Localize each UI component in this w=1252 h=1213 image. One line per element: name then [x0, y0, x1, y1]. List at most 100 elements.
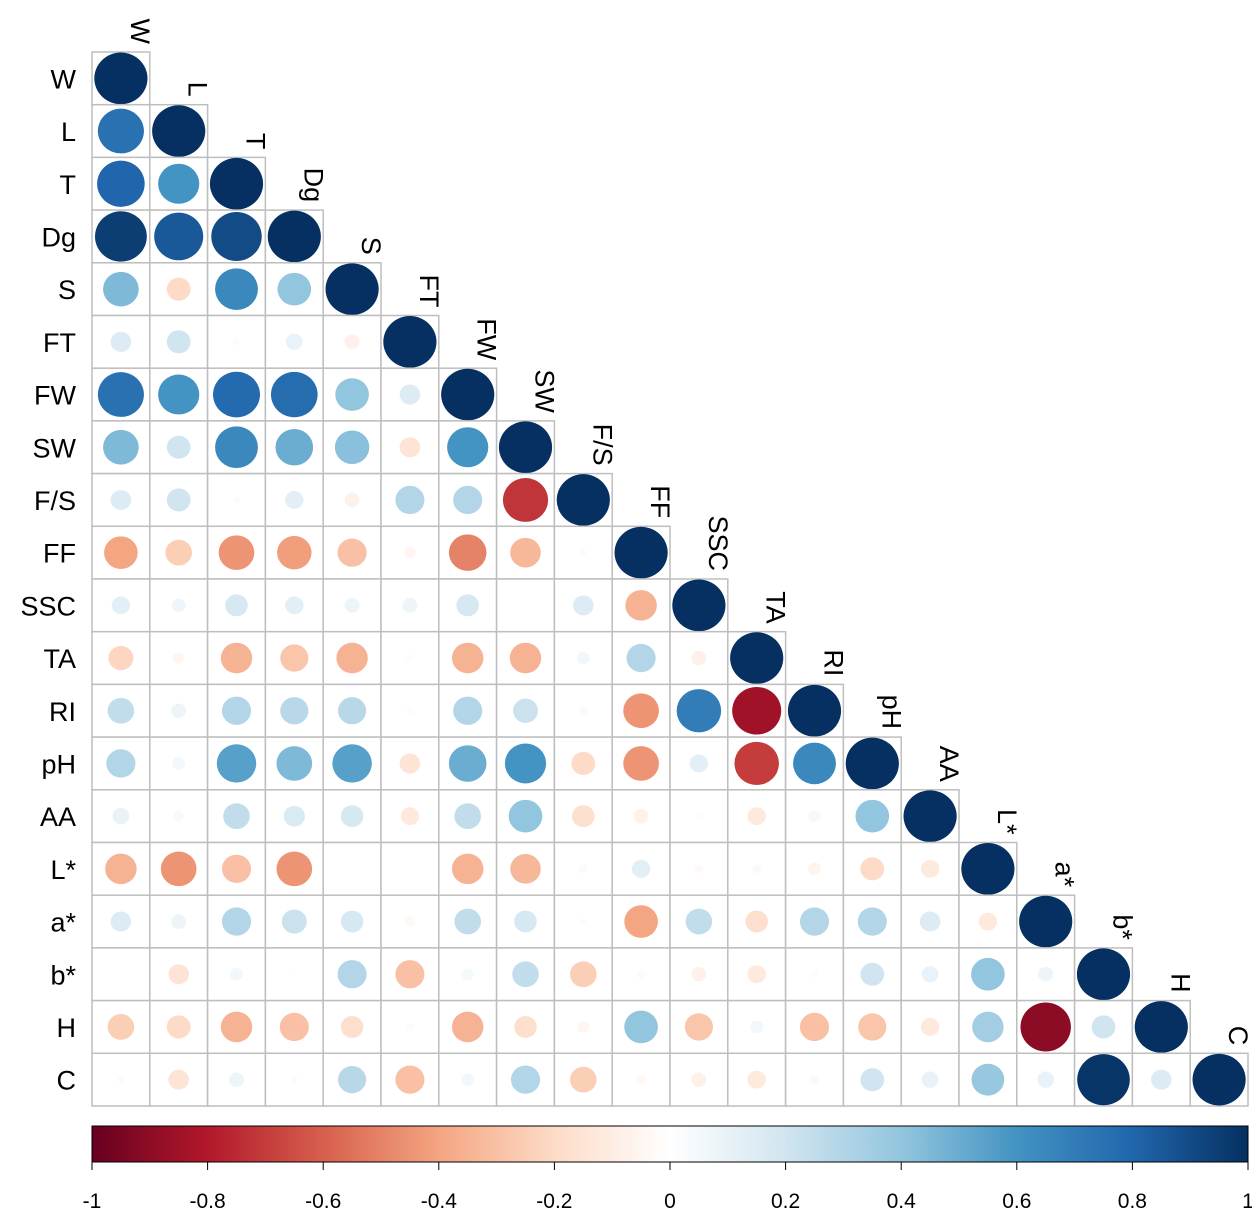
- correlation-circle: [168, 1069, 189, 1090]
- correlation-circle: [504, 743, 547, 784]
- correlation-circle: [94, 52, 148, 105]
- correlation-circle: [220, 1011, 253, 1043]
- correlation-circle: [808, 810, 821, 822]
- correlation-circle: [571, 751, 596, 775]
- correlation-circle: [171, 598, 186, 613]
- correlation-circle: [213, 371, 260, 418]
- correlation-circle: [961, 843, 1015, 895]
- correlation-circle: [750, 1020, 764, 1034]
- correlation-circle: [332, 744, 372, 783]
- correlation-circle: [614, 526, 668, 579]
- colorbar-tick-label: -0.8: [190, 1190, 226, 1213]
- row-label: C: [57, 1066, 77, 1096]
- correlation-circle: [338, 697, 367, 725]
- matrix-cell: [669, 999, 729, 1055]
- correlation-circle: [277, 272, 312, 306]
- correlation-circle: [110, 331, 132, 352]
- colorbar: [91, 1125, 1249, 1163]
- correlation-circle: [1134, 1001, 1188, 1053]
- correlation-circle: [920, 859, 940, 878]
- colorbar-tick-label: 0.6: [1002, 1190, 1031, 1213]
- column-label: SW: [530, 369, 560, 413]
- correlation-circle: [691, 650, 707, 666]
- correlation-circle: [809, 1075, 820, 1085]
- correlation-circle: [508, 799, 543, 833]
- correlation-circle: [857, 907, 887, 936]
- column-label: a*: [1050, 862, 1080, 888]
- correlation-circle: [747, 807, 766, 826]
- correlation-circle: [110, 489, 132, 510]
- correlation-circle: [1091, 1015, 1116, 1039]
- column-label: C: [1223, 1026, 1252, 1046]
- colorbar-tick-label: -0.4: [421, 1190, 458, 1213]
- correlation-circle: [97, 372, 144, 417]
- correlation-circle: [578, 864, 588, 874]
- correlation-circle: [921, 966, 939, 983]
- correlation-circle: [685, 908, 713, 935]
- column-label: W: [125, 19, 155, 45]
- row-label: S: [58, 275, 76, 305]
- correlation-circle: [152, 105, 206, 157]
- row-label: L*: [50, 855, 76, 885]
- correlation-circle: [793, 742, 836, 785]
- correlation-circle: [578, 706, 588, 716]
- correlation-circle: [111, 596, 131, 615]
- correlation-circle: [107, 1014, 135, 1040]
- correlation-circle: [577, 1021, 590, 1033]
- correlation-circle: [453, 485, 483, 515]
- correlation-circle: [625, 590, 657, 621]
- correlation-circle: [1019, 895, 1073, 948]
- correlation-circle: [451, 853, 484, 885]
- correlation-circle: [860, 962, 885, 986]
- correlation-circle: [631, 859, 651, 878]
- column-label: RI: [819, 649, 849, 676]
- correlation-circle: [1151, 1069, 1172, 1090]
- correlation-circle: [228, 1072, 245, 1087]
- correlation-circle: [285, 491, 304, 509]
- correlation-circle: [154, 212, 204, 261]
- correlation-circle: [448, 745, 487, 782]
- correlation-circle: [166, 330, 191, 354]
- correlation-circle: [971, 1063, 1005, 1096]
- correlation-circle: [406, 654, 414, 662]
- correlation-circle: [395, 1065, 425, 1094]
- correlation-circle: [215, 268, 258, 310]
- correlation-circle: [570, 1066, 597, 1093]
- row-label: SW: [33, 433, 77, 463]
- correlation-circle: [1037, 1071, 1055, 1088]
- correlation-circle: [573, 595, 594, 616]
- correlation-circle: [972, 1011, 1004, 1043]
- column-label: H: [1165, 973, 1195, 993]
- correlation-circle: [105, 853, 137, 885]
- correlation-circle: [383, 316, 437, 368]
- matrix-cell: [322, 841, 382, 896]
- correlation-circle: [860, 857, 885, 881]
- correlation-circle: [971, 957, 1005, 991]
- correlation-circle: [97, 108, 144, 154]
- correlation-circle: [283, 805, 305, 827]
- column-label: TA: [761, 591, 791, 624]
- matrix-cell: [91, 947, 151, 1002]
- correlation-circle: [672, 579, 726, 632]
- row-label: F/S: [34, 486, 76, 516]
- correlation-circle: [291, 971, 297, 977]
- correlation-circle: [626, 643, 656, 673]
- correlation-circle: [454, 908, 481, 935]
- correlation-circle: [220, 642, 253, 674]
- correlation-circle: [399, 384, 421, 405]
- correlation-circle: [579, 548, 588, 557]
- column-label: L*: [992, 809, 1022, 835]
- correlation-circle: [1076, 948, 1131, 1001]
- correlation-circle: [223, 803, 250, 830]
- correlation-circle: [556, 474, 610, 526]
- colorbar-tick-label: 0.2: [771, 1190, 800, 1213]
- correlation-circle: [94, 211, 147, 262]
- correlation-circle: [285, 333, 303, 351]
- correlation-circle: [845, 737, 899, 790]
- row-label: SSC: [20, 591, 76, 621]
- correlation-circle: [400, 807, 420, 826]
- correlation-circle: [107, 697, 135, 724]
- correlation-circle: [510, 537, 541, 568]
- correlation-circle: [103, 271, 139, 307]
- correlation-circle: [441, 368, 495, 421]
